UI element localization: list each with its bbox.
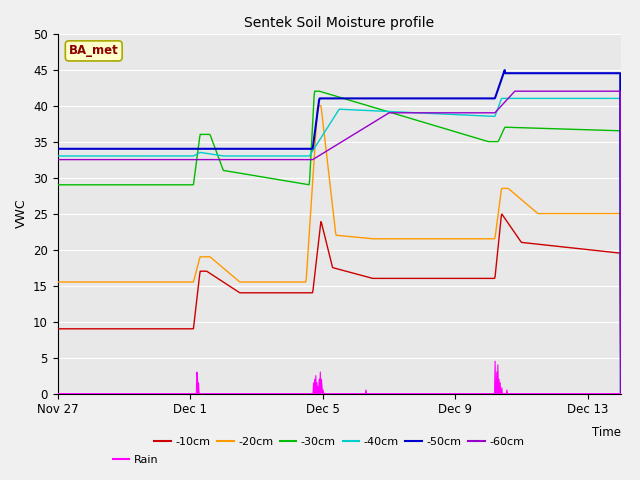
Text: Time: Time <box>592 426 621 439</box>
Title: Sentek Soil Moisture profile: Sentek Soil Moisture profile <box>244 16 435 30</box>
Legend: Rain: Rain <box>108 450 163 469</box>
Text: BA_met: BA_met <box>69 44 118 58</box>
Y-axis label: VWC: VWC <box>15 199 28 228</box>
